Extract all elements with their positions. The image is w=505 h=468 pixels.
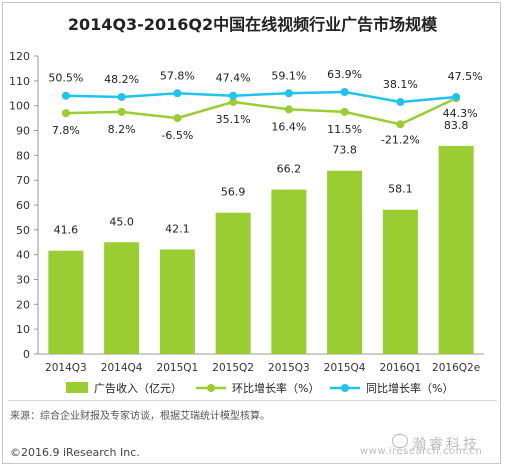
series-point	[452, 92, 461, 101]
bar-value-label: 45.0	[109, 215, 134, 228]
series-point-label: 38.1%	[383, 78, 418, 91]
bar	[271, 189, 307, 354]
y-tick-label: 80	[16, 149, 30, 162]
bar	[104, 242, 140, 354]
bar-value-label: 66.2	[277, 163, 302, 176]
bar	[327, 170, 363, 354]
legend-label: 同比增长率（%）	[366, 381, 453, 395]
series-point-label: 47.4%	[216, 72, 251, 85]
series-point-label: 47.5%	[448, 70, 483, 83]
series-point-label: -21.2%	[381, 133, 420, 146]
source-note: 来源：综合企业财报及专家访谈，根据艾瑞统计模型核算。	[10, 411, 270, 422]
bar	[215, 212, 251, 354]
y-tick-label: 120	[9, 50, 30, 63]
bar	[48, 250, 84, 354]
copyright-text: ©2016.9 iResearch Inc.	[10, 446, 140, 459]
series-point-label: 48.2%	[104, 73, 139, 86]
series-line	[65, 90, 457, 104]
series-point-label: 7.8%	[52, 124, 80, 137]
series-point-label: 44.3%	[443, 107, 478, 120]
series-point	[173, 89, 182, 98]
series-point	[396, 120, 405, 129]
x-tick-label: 2015Q4	[324, 362, 366, 374]
series-point	[284, 105, 293, 114]
y-tick-label: 70	[16, 174, 30, 187]
watermark-site: www.iresearch.com.cn	[360, 446, 483, 457]
bar	[382, 209, 418, 354]
watermark-logo-icon	[392, 434, 408, 448]
x-tick-label: 2015Q2	[212, 362, 254, 374]
bar	[159, 249, 195, 354]
x-tick-label: 2016Q2e	[432, 362, 480, 374]
x-tick-label: 2014Q3	[45, 362, 87, 374]
bar-value-label: 58.1	[388, 183, 413, 196]
bar-value-label: 42.1	[165, 222, 190, 235]
series-point	[61, 91, 70, 100]
series-line	[65, 97, 457, 126]
series-point	[340, 107, 349, 116]
bar-value-label: 41.6	[54, 224, 79, 237]
series-point-label: 59.1%	[271, 69, 306, 82]
series-point	[396, 97, 405, 106]
y-tick-label: 90	[16, 125, 30, 138]
series-point-label: 50.5%	[48, 72, 83, 85]
series-point-label: 8.2%	[108, 123, 136, 136]
chart-frame	[2, 2, 501, 464]
x-tick-label: 2015Q1	[157, 362, 199, 374]
y-tick-label: 60	[16, 199, 30, 212]
y-tick-label: 40	[16, 249, 30, 262]
bar-value-label: 56.9	[221, 186, 246, 199]
series-point	[284, 89, 293, 98]
series-point-label: 57.8%	[160, 69, 195, 82]
y-tick-label: 0	[23, 348, 30, 361]
legend-swatch-marker	[341, 384, 349, 392]
series-point	[173, 114, 182, 123]
series-point-label: 16.4%	[271, 120, 306, 133]
y-tick-label: 10	[16, 323, 30, 336]
series-point	[340, 88, 349, 97]
series-point	[229, 97, 238, 106]
y-tick-label: 20	[16, 298, 30, 311]
x-tick-label: 2014Q4	[101, 362, 143, 374]
bar	[438, 145, 474, 354]
series-point-label: -6.5%	[161, 129, 193, 142]
divider	[8, 400, 497, 401]
legend-label: 环比增长率（%）	[232, 381, 319, 395]
y-tick-label: 110	[9, 75, 30, 88]
bar-value-label: 83.8	[444, 119, 469, 132]
bar-value-label: 73.8	[332, 144, 357, 157]
series-point	[117, 107, 126, 116]
series-point	[117, 92, 126, 101]
y-tick-label: 50	[16, 224, 30, 237]
y-tick-label: 100	[9, 100, 30, 113]
x-tick-label: 2015Q3	[268, 362, 310, 374]
watermark-brand: 瀚睿科技	[412, 437, 480, 453]
series-point-label: 63.9%	[327, 68, 362, 81]
series-point-label: 35.1%	[216, 113, 251, 126]
series-point	[61, 109, 70, 118]
legend-label: 广告收入（亿元）	[94, 381, 182, 395]
y-tick-label: 30	[16, 274, 30, 287]
legend-swatch-marker	[207, 384, 215, 392]
chart-title: 2014Q3-2016Q2中国在线视频行业广告市场规模	[67, 15, 438, 34]
series-point	[229, 91, 238, 100]
legend-swatch-bar	[66, 382, 88, 393]
series-point-label: 11.5%	[327, 123, 362, 136]
x-tick-label: 2016Q1	[380, 362, 422, 374]
